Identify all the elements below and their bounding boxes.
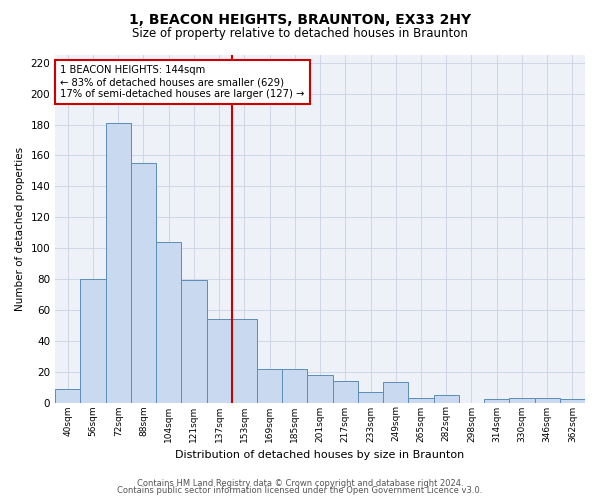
- Bar: [181, 280, 206, 402]
- Bar: [307, 374, 332, 402]
- Text: Size of property relative to detached houses in Braunton: Size of property relative to detached ho…: [132, 28, 468, 40]
- Text: Contains public sector information licensed under the Open Government Licence v3: Contains public sector information licen…: [118, 486, 482, 495]
- Bar: [332, 381, 358, 402]
- Bar: [232, 319, 257, 402]
- Text: 1, BEACON HEIGHTS, BRAUNTON, EX33 2HY: 1, BEACON HEIGHTS, BRAUNTON, EX33 2HY: [129, 12, 471, 26]
- Bar: [358, 392, 383, 402]
- Bar: [535, 398, 560, 402]
- Bar: [484, 400, 509, 402]
- Bar: [206, 319, 232, 402]
- Bar: [509, 398, 535, 402]
- Y-axis label: Number of detached properties: Number of detached properties: [15, 146, 25, 311]
- Bar: [131, 163, 156, 402]
- Bar: [282, 368, 307, 402]
- Bar: [156, 242, 181, 402]
- Bar: [383, 382, 409, 402]
- Text: 1 BEACON HEIGHTS: 144sqm
← 83% of detached houses are smaller (629)
17% of semi-: 1 BEACON HEIGHTS: 144sqm ← 83% of detach…: [61, 66, 305, 98]
- Bar: [560, 400, 585, 402]
- Bar: [106, 123, 131, 402]
- X-axis label: Distribution of detached houses by size in Braunton: Distribution of detached houses by size …: [175, 450, 465, 460]
- Bar: [409, 398, 434, 402]
- Bar: [80, 279, 106, 402]
- Bar: [257, 368, 282, 402]
- Text: Contains HM Land Registry data © Crown copyright and database right 2024.: Contains HM Land Registry data © Crown c…: [137, 478, 463, 488]
- Bar: [434, 395, 459, 402]
- Bar: [55, 388, 80, 402]
